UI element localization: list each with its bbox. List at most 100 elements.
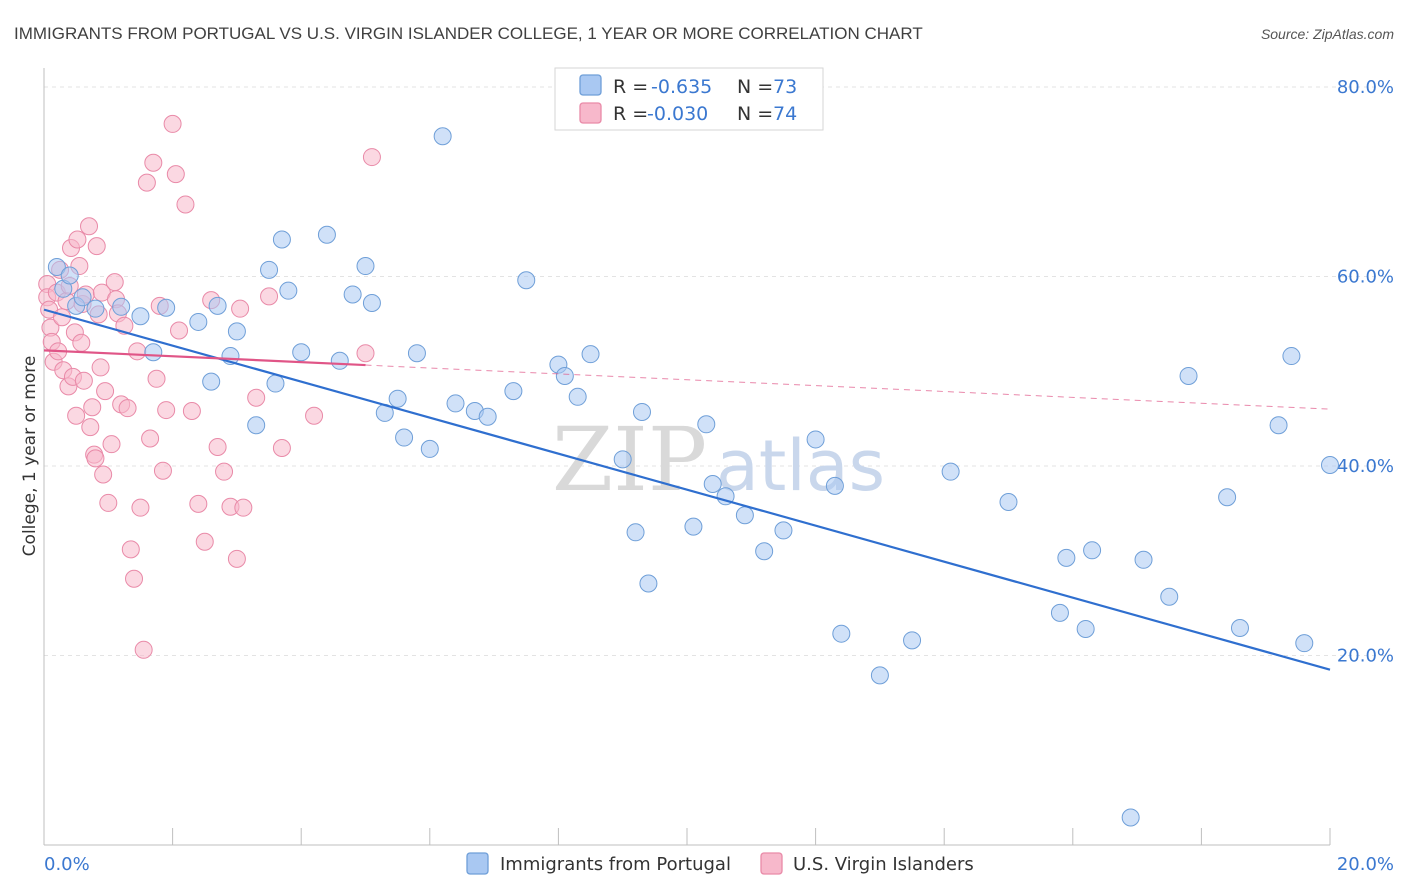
point-0-71[interactable]	[1295, 634, 1314, 653]
bottom-legend-label-portugal[interactable]: Immigrants from Portugal	[500, 854, 731, 875]
point-0-23[interactable]	[343, 285, 362, 304]
point-0-24[interactable]	[356, 257, 375, 276]
point-1-45[interactable]	[128, 342, 147, 361]
point-1-17[interactable]	[67, 406, 86, 425]
point-0-18[interactable]	[272, 230, 291, 249]
point-1-24[interactable]	[80, 217, 99, 236]
point-1-64[interactable]	[215, 462, 234, 481]
point-1-43[interactable]	[121, 540, 140, 559]
point-0-22[interactable]	[330, 351, 349, 370]
point-1-63[interactable]	[208, 438, 227, 457]
point-1-26[interactable]	[83, 398, 102, 417]
point-1-60[interactable]	[189, 494, 208, 513]
point-1-44[interactable]	[125, 569, 144, 588]
point-0-5[interactable]	[86, 299, 105, 318]
point-0-17[interactable]	[266, 374, 285, 393]
point-1-72[interactable]	[305, 406, 324, 425]
point-1-54[interactable]	[157, 401, 176, 420]
point-1-49[interactable]	[141, 429, 160, 448]
point-1-31[interactable]	[91, 358, 110, 377]
point-1-58[interactable]	[176, 195, 195, 214]
point-0-28[interactable]	[395, 428, 414, 447]
point-0-50[interactable]	[755, 542, 774, 561]
point-1-59[interactable]	[182, 402, 201, 421]
point-1-71[interactable]	[272, 438, 291, 457]
point-1-67[interactable]	[231, 299, 250, 318]
point-1-25[interactable]	[81, 418, 100, 437]
point-1-61[interactable]	[195, 532, 214, 551]
point-1-34[interactable]	[96, 382, 115, 401]
point-0-46[interactable]	[697, 415, 716, 434]
point-0-53[interactable]	[825, 476, 844, 495]
point-1-28[interactable]	[86, 449, 105, 468]
point-0-41[interactable]	[613, 450, 632, 469]
point-0-72[interactable]	[1321, 456, 1339, 475]
point-1-50[interactable]	[144, 153, 163, 172]
point-1-57[interactable]	[170, 321, 189, 340]
point-1-51[interactable]	[147, 369, 166, 388]
point-0-20[interactable]	[292, 343, 311, 362]
point-0-25[interactable]	[362, 293, 381, 312]
point-0-2[interactable]	[60, 266, 79, 285]
point-0-4[interactable]	[73, 288, 92, 307]
bottom-legend-label-virgin-islanders[interactable]: U.S. Virgin Islanders	[793, 854, 974, 875]
point-1-29[interactable]	[87, 237, 106, 256]
point-0-11[interactable]	[202, 372, 221, 391]
point-1-48[interactable]	[137, 173, 156, 192]
point-0-45[interactable]	[684, 517, 703, 536]
bottom-legend-swatch-virgin-islanders[interactable]	[760, 852, 783, 875]
point-0-59[interactable]	[1050, 603, 1069, 622]
point-0-63[interactable]	[1121, 808, 1140, 827]
point-0-47[interactable]	[703, 474, 722, 493]
point-0-35[interactable]	[504, 382, 523, 401]
point-1-68[interactable]	[234, 498, 253, 517]
point-1-53[interactable]	[153, 461, 172, 480]
point-0-43[interactable]	[632, 402, 651, 421]
point-0-29[interactable]	[407, 344, 426, 363]
point-0-51[interactable]	[774, 521, 793, 540]
point-0-34[interactable]	[478, 407, 497, 426]
point-0-66[interactable]	[1179, 366, 1198, 385]
point-0-49[interactable]	[735, 506, 754, 525]
point-1-35[interactable]	[99, 493, 118, 512]
point-0-12[interactable]	[208, 296, 227, 315]
point-0-8[interactable]	[144, 343, 163, 362]
point-0-68[interactable]	[1230, 619, 1249, 638]
point-0-60[interactable]	[1057, 548, 1076, 567]
point-0-56[interactable]	[903, 631, 922, 650]
point-0-21[interactable]	[317, 225, 336, 244]
point-0-69[interactable]	[1269, 416, 1288, 435]
point-0-16[interactable]	[260, 260, 279, 279]
point-1-20[interactable]	[72, 333, 91, 352]
point-1-69[interactable]	[247, 388, 266, 407]
point-0-32[interactable]	[446, 394, 465, 413]
point-0-57[interactable]	[941, 462, 960, 481]
point-0-70[interactable]	[1282, 347, 1301, 366]
point-0-42[interactable]	[626, 523, 645, 542]
point-1-47[interactable]	[134, 640, 153, 659]
point-0-30[interactable]	[420, 439, 439, 458]
point-0-58[interactable]	[999, 492, 1018, 511]
point-0-38[interactable]	[555, 366, 574, 385]
point-0-44[interactable]	[639, 574, 658, 593]
point-1-37[interactable]	[105, 273, 124, 292]
point-1-46[interactable]	[131, 498, 150, 517]
point-0-14[interactable]	[227, 322, 246, 341]
point-1-73[interactable]	[356, 344, 375, 363]
point-0-54[interactable]	[832, 624, 851, 643]
point-0-52[interactable]	[806, 430, 825, 449]
point-0-19[interactable]	[279, 281, 298, 300]
point-1-36[interactable]	[102, 435, 121, 454]
point-0-67[interactable]	[1218, 488, 1237, 507]
point-0-64[interactable]	[1134, 550, 1153, 569]
point-0-55[interactable]	[870, 666, 889, 685]
point-1-70[interactable]	[260, 287, 279, 306]
point-1-18[interactable]	[68, 230, 87, 249]
point-0-62[interactable]	[1083, 541, 1102, 560]
point-0-39[interactable]	[568, 387, 587, 406]
point-1-22[interactable]	[74, 371, 93, 390]
point-1-33[interactable]	[94, 465, 113, 484]
point-0-27[interactable]	[388, 389, 407, 408]
point-0-15[interactable]	[247, 416, 266, 435]
point-0-31[interactable]	[433, 127, 452, 146]
